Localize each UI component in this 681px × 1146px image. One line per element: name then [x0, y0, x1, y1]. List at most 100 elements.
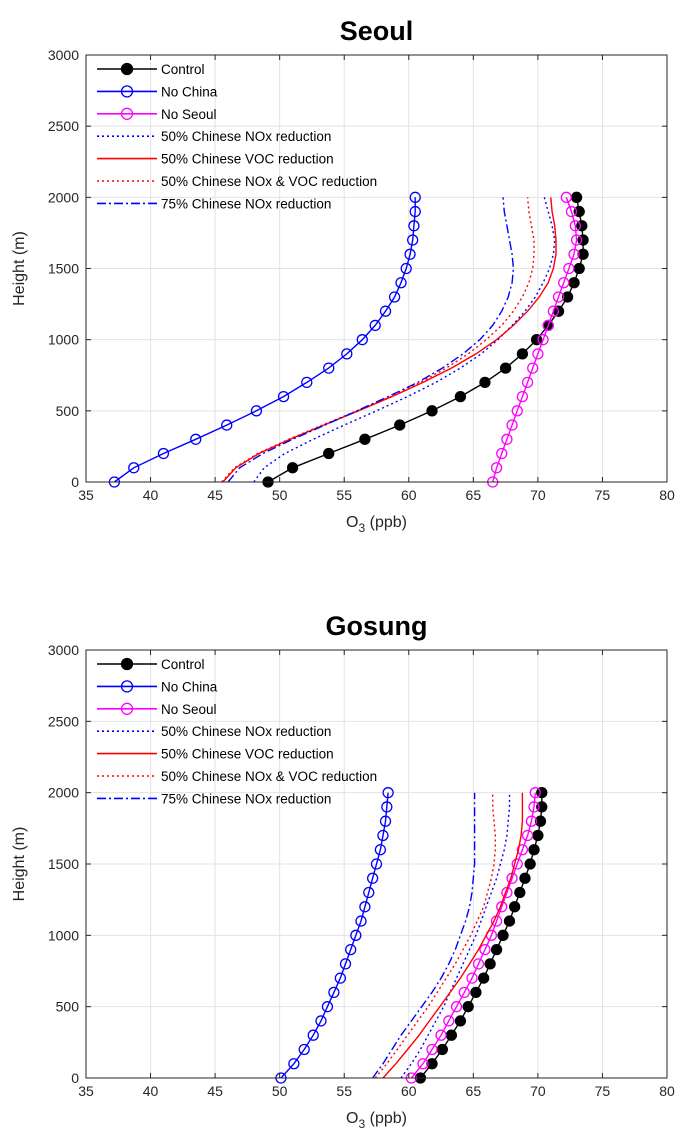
y-axis-label: Height (m) — [11, 827, 28, 902]
y-tick-label: 3000 — [48, 642, 79, 658]
data-point — [288, 1058, 300, 1070]
data-point — [568, 248, 580, 260]
data-point — [484, 958, 496, 970]
data-point — [454, 1015, 467, 1027]
legend-label-5: 50% Chinese NOx & VOC reduction — [161, 174, 377, 189]
x-axis-label-main: O — [346, 514, 358, 531]
y-tick-label: 2500 — [48, 118, 79, 134]
data-point — [458, 986, 470, 999]
data-point — [561, 291, 574, 303]
data-point — [374, 844, 387, 856]
y-tick-label: 1000 — [48, 332, 79, 348]
data-point — [382, 787, 394, 799]
data-point — [363, 886, 375, 899]
data-point — [527, 362, 539, 374]
data-point — [435, 1029, 447, 1041]
x-tick-label: 45 — [207, 1083, 223, 1099]
legend-label-4: 50% Chinese VOC reduction — [161, 747, 334, 762]
x-tick-label: 60 — [401, 487, 417, 503]
data-point — [157, 447, 170, 460]
x-tick-label: 40 — [143, 1083, 159, 1099]
legend-label-6: 75% Chinese NOx reduction — [161, 791, 331, 806]
y-tick-label: 1500 — [48, 856, 79, 872]
data-point — [528, 801, 540, 813]
y-tick-label: 500 — [56, 999, 80, 1015]
data-point — [379, 815, 392, 827]
x-tick-label: 40 — [143, 487, 159, 503]
data-point — [286, 462, 299, 474]
legend-label-6: 75% Chinese NOx reduction — [161, 196, 331, 211]
data-point — [479, 943, 491, 956]
chart-panel-1: 35 40 45 50 55 60 65 70 75 80 0 500 1000 1500 2000 2500… — [11, 611, 675, 1131]
data-point — [408, 220, 420, 232]
data-point — [514, 886, 526, 899]
data-point — [339, 958, 352, 970]
legend-label-2: No Seoul — [161, 702, 217, 717]
data-point — [506, 419, 518, 431]
series-line-3 — [253, 197, 556, 483]
y-axis-label: Height (m) — [11, 231, 28, 306]
data-point — [524, 858, 536, 870]
data-point — [501, 433, 513, 445]
data-point — [426, 1058, 438, 1070]
y-tick-label: 3000 — [48, 47, 79, 63]
legend-marker-2 — [120, 107, 134, 120]
legend-label-0: Control — [161, 62, 205, 77]
x-axis-label-sub: 3 — [358, 1117, 365, 1131]
data-point — [496, 447, 508, 460]
data-point — [521, 376, 534, 389]
legend-label-3: 50% Chinese NOx reduction — [161, 129, 331, 144]
x-tick-label: 70 — [530, 1083, 546, 1099]
legend-marker-0 — [120, 657, 134, 671]
data-point — [577, 248, 589, 260]
data-point — [334, 972, 346, 984]
data-point — [450, 1001, 463, 1013]
y-tick-label: 2500 — [48, 713, 79, 729]
chart-panel-0: 35 40 45 50 55 60 65 70 75 80 0 500 1000 1500 2000 2500… — [11, 16, 675, 535]
data-point — [359, 901, 371, 913]
data-point — [499, 362, 512, 374]
series-line-6 — [227, 197, 515, 483]
data-point — [470, 986, 482, 999]
x-tick-label: 45 — [207, 487, 223, 503]
data-point — [534, 815, 547, 827]
x-tick-label: 60 — [401, 1083, 417, 1099]
x-tick-label: 65 — [466, 487, 482, 503]
data-point — [366, 872, 379, 884]
data-point — [537, 334, 549, 346]
chart-title: Gosung — [326, 611, 428, 641]
data-point — [298, 1043, 310, 1056]
data-point — [321, 1001, 334, 1013]
data-point — [323, 447, 335, 460]
x-tick-label: 55 — [336, 487, 352, 503]
data-point — [356, 334, 368, 346]
data-point — [479, 376, 491, 389]
x-tick-label: 35 — [78, 1083, 94, 1099]
data-point — [508, 901, 521, 913]
data-point — [563, 262, 575, 275]
chart-title: Seoul — [340, 16, 414, 46]
data-point — [478, 972, 490, 984]
data-point — [497, 929, 509, 941]
data-point — [250, 405, 263, 417]
y-tick-label: 1500 — [48, 261, 79, 277]
data-point — [466, 972, 478, 984]
data-point — [404, 248, 416, 260]
data-point — [490, 943, 503, 956]
x-tick-label: 65 — [466, 1083, 482, 1099]
series-line-3 — [400, 792, 511, 1079]
data-point — [359, 433, 371, 445]
series-line-4 — [382, 792, 524, 1079]
data-point — [426, 405, 438, 417]
data-point — [532, 348, 544, 360]
series-line-5 — [374, 792, 496, 1079]
data-point — [568, 277, 580, 289]
x-axis-label: O3 (ppb) — [346, 514, 407, 535]
data-point — [529, 787, 541, 799]
data-point — [443, 1015, 455, 1027]
data-point — [516, 844, 529, 856]
x-tick-label: 50 — [272, 487, 288, 503]
x-tick-label: 55 — [336, 1083, 352, 1099]
data-point — [409, 191, 421, 203]
